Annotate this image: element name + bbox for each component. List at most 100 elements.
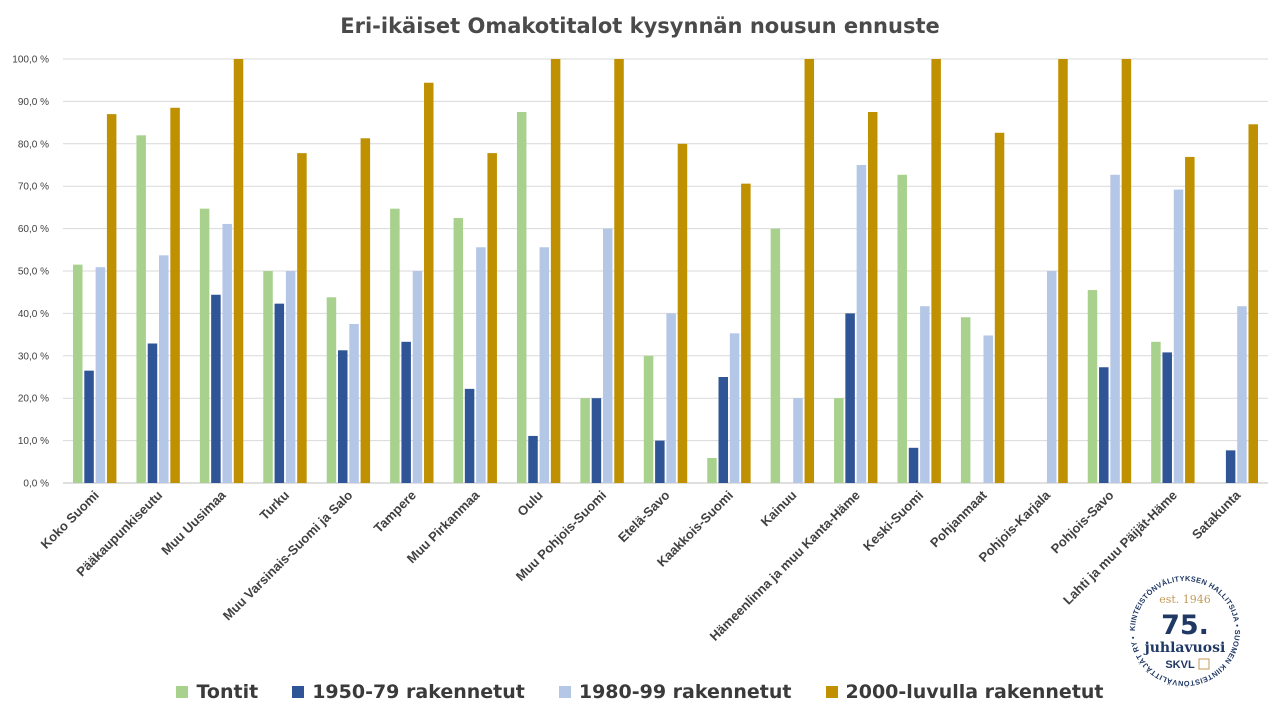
bar [729,333,740,483]
legend-swatch [292,686,305,698]
bar [834,398,844,483]
legend-label: 1980-99 rakennetut [578,681,792,703]
legend-swatch [176,686,189,698]
bar [233,59,244,483]
bar [1185,156,1195,483]
bar [401,341,411,483]
bar [360,138,371,483]
bar [580,398,590,483]
bar [73,264,83,483]
bar [170,107,180,483]
y-tick-label: 60,0 % [18,224,49,235]
bar [1058,59,1068,483]
bar [856,165,867,483]
bar [804,59,815,483]
bar [770,228,781,483]
bar [1173,189,1184,484]
y-tick-label: 70,0 % [18,182,49,193]
bar [464,388,475,483]
y-tick-label: 100,0 % [12,55,49,66]
x-tick-label: Turku [257,487,293,523]
x-tick-label: Muu Varsinais-Suomi ja Salo [220,487,356,623]
x-tick-label: Pohjanmaat [927,487,990,550]
seal-est: est. 1946 [1159,593,1211,606]
bar [994,132,1005,483]
x-tick-label: Muu Uusimaa [158,487,229,558]
bar [1225,450,1236,483]
y-tick-label: 30,0 % [18,351,49,362]
bar [602,228,613,483]
bar [390,208,400,483]
bar [1162,352,1172,483]
y-tick-label: 10,0 % [18,436,49,447]
bar [931,59,941,483]
bar [136,135,146,483]
x-tick-label: Koko Suomi [38,488,102,552]
bar [1099,367,1109,483]
bar [655,440,665,483]
legend-item: Tontit [176,681,258,703]
legend-label: 2000-luvulla rakennetut [845,681,1104,703]
bar [349,324,359,483]
y-tick-label: 40,0 % [18,309,49,320]
bar [95,267,106,483]
bar [897,174,907,483]
legend: Tontit 1950-79 rakennetut 1980-99 rakenn… [0,681,1280,703]
y-axis-ticks: 0,0 % 10,0 % 20,0 % 30,0 % 40,0 % 50,0 % 60,0 … [12,55,49,490]
seal-brand: SKVL [1165,659,1195,671]
bar [274,303,285,483]
bar [412,271,423,483]
y-tick-label: 0,0 % [23,479,49,490]
legend-label: Tontit [196,681,259,703]
bar [666,313,676,483]
gridlines [63,58,1268,484]
bar [263,271,273,483]
seal-house-icon [1198,658,1210,670]
bar [614,59,624,483]
bar [453,218,464,483]
x-tick-label: Keski-Suomi [860,488,926,554]
bar [983,335,994,483]
y-tick-label: 80,0 % [18,139,49,150]
x-tick-label: Oulu [514,487,546,519]
bar [1237,306,1247,483]
legend-item: 2000-luvulla rakennetut [825,681,1104,703]
x-tick-label: Pohjois-Savo [1048,487,1117,556]
bar [1151,341,1161,483]
bar [147,343,158,483]
bar [337,350,348,483]
bar [960,317,971,483]
legend-item: 1950-79 rakennetut [292,681,525,703]
bar [793,398,803,483]
bar [707,457,717,483]
bar [159,255,169,483]
legend-swatch [825,686,838,698]
anniversary-seal-logo: KIINTEISTÖNVÄLITYKSEN HALLITSIJA • SUOME… [1126,572,1244,690]
bar [1087,290,1098,483]
bar [487,153,497,484]
seal-word: juhlavuosi [1143,640,1226,656]
bar [867,112,878,483]
bar [1110,174,1120,483]
legend-swatch [558,686,571,698]
chart-title: Eri-ikäiset Omakotitalot kysynnän nousun… [340,14,940,38]
bar [718,377,729,483]
bars [73,59,1258,484]
y-tick-label: 20,0 % [18,394,49,405]
bar [920,306,930,483]
bar [741,183,751,483]
bar [591,398,602,483]
legend-item: 1980-99 rakennetut [558,681,792,703]
x-tick-label: Satakunta [1189,487,1244,542]
bar [528,435,538,483]
bar [424,82,434,483]
bar [84,370,94,483]
bar [326,297,337,483]
y-tick-label: 90,0 % [18,97,49,108]
bar [476,247,486,483]
bar [297,153,307,484]
x-tick-label: Etelä-Savo [615,487,673,545]
bar [908,447,919,483]
bar [211,294,221,483]
